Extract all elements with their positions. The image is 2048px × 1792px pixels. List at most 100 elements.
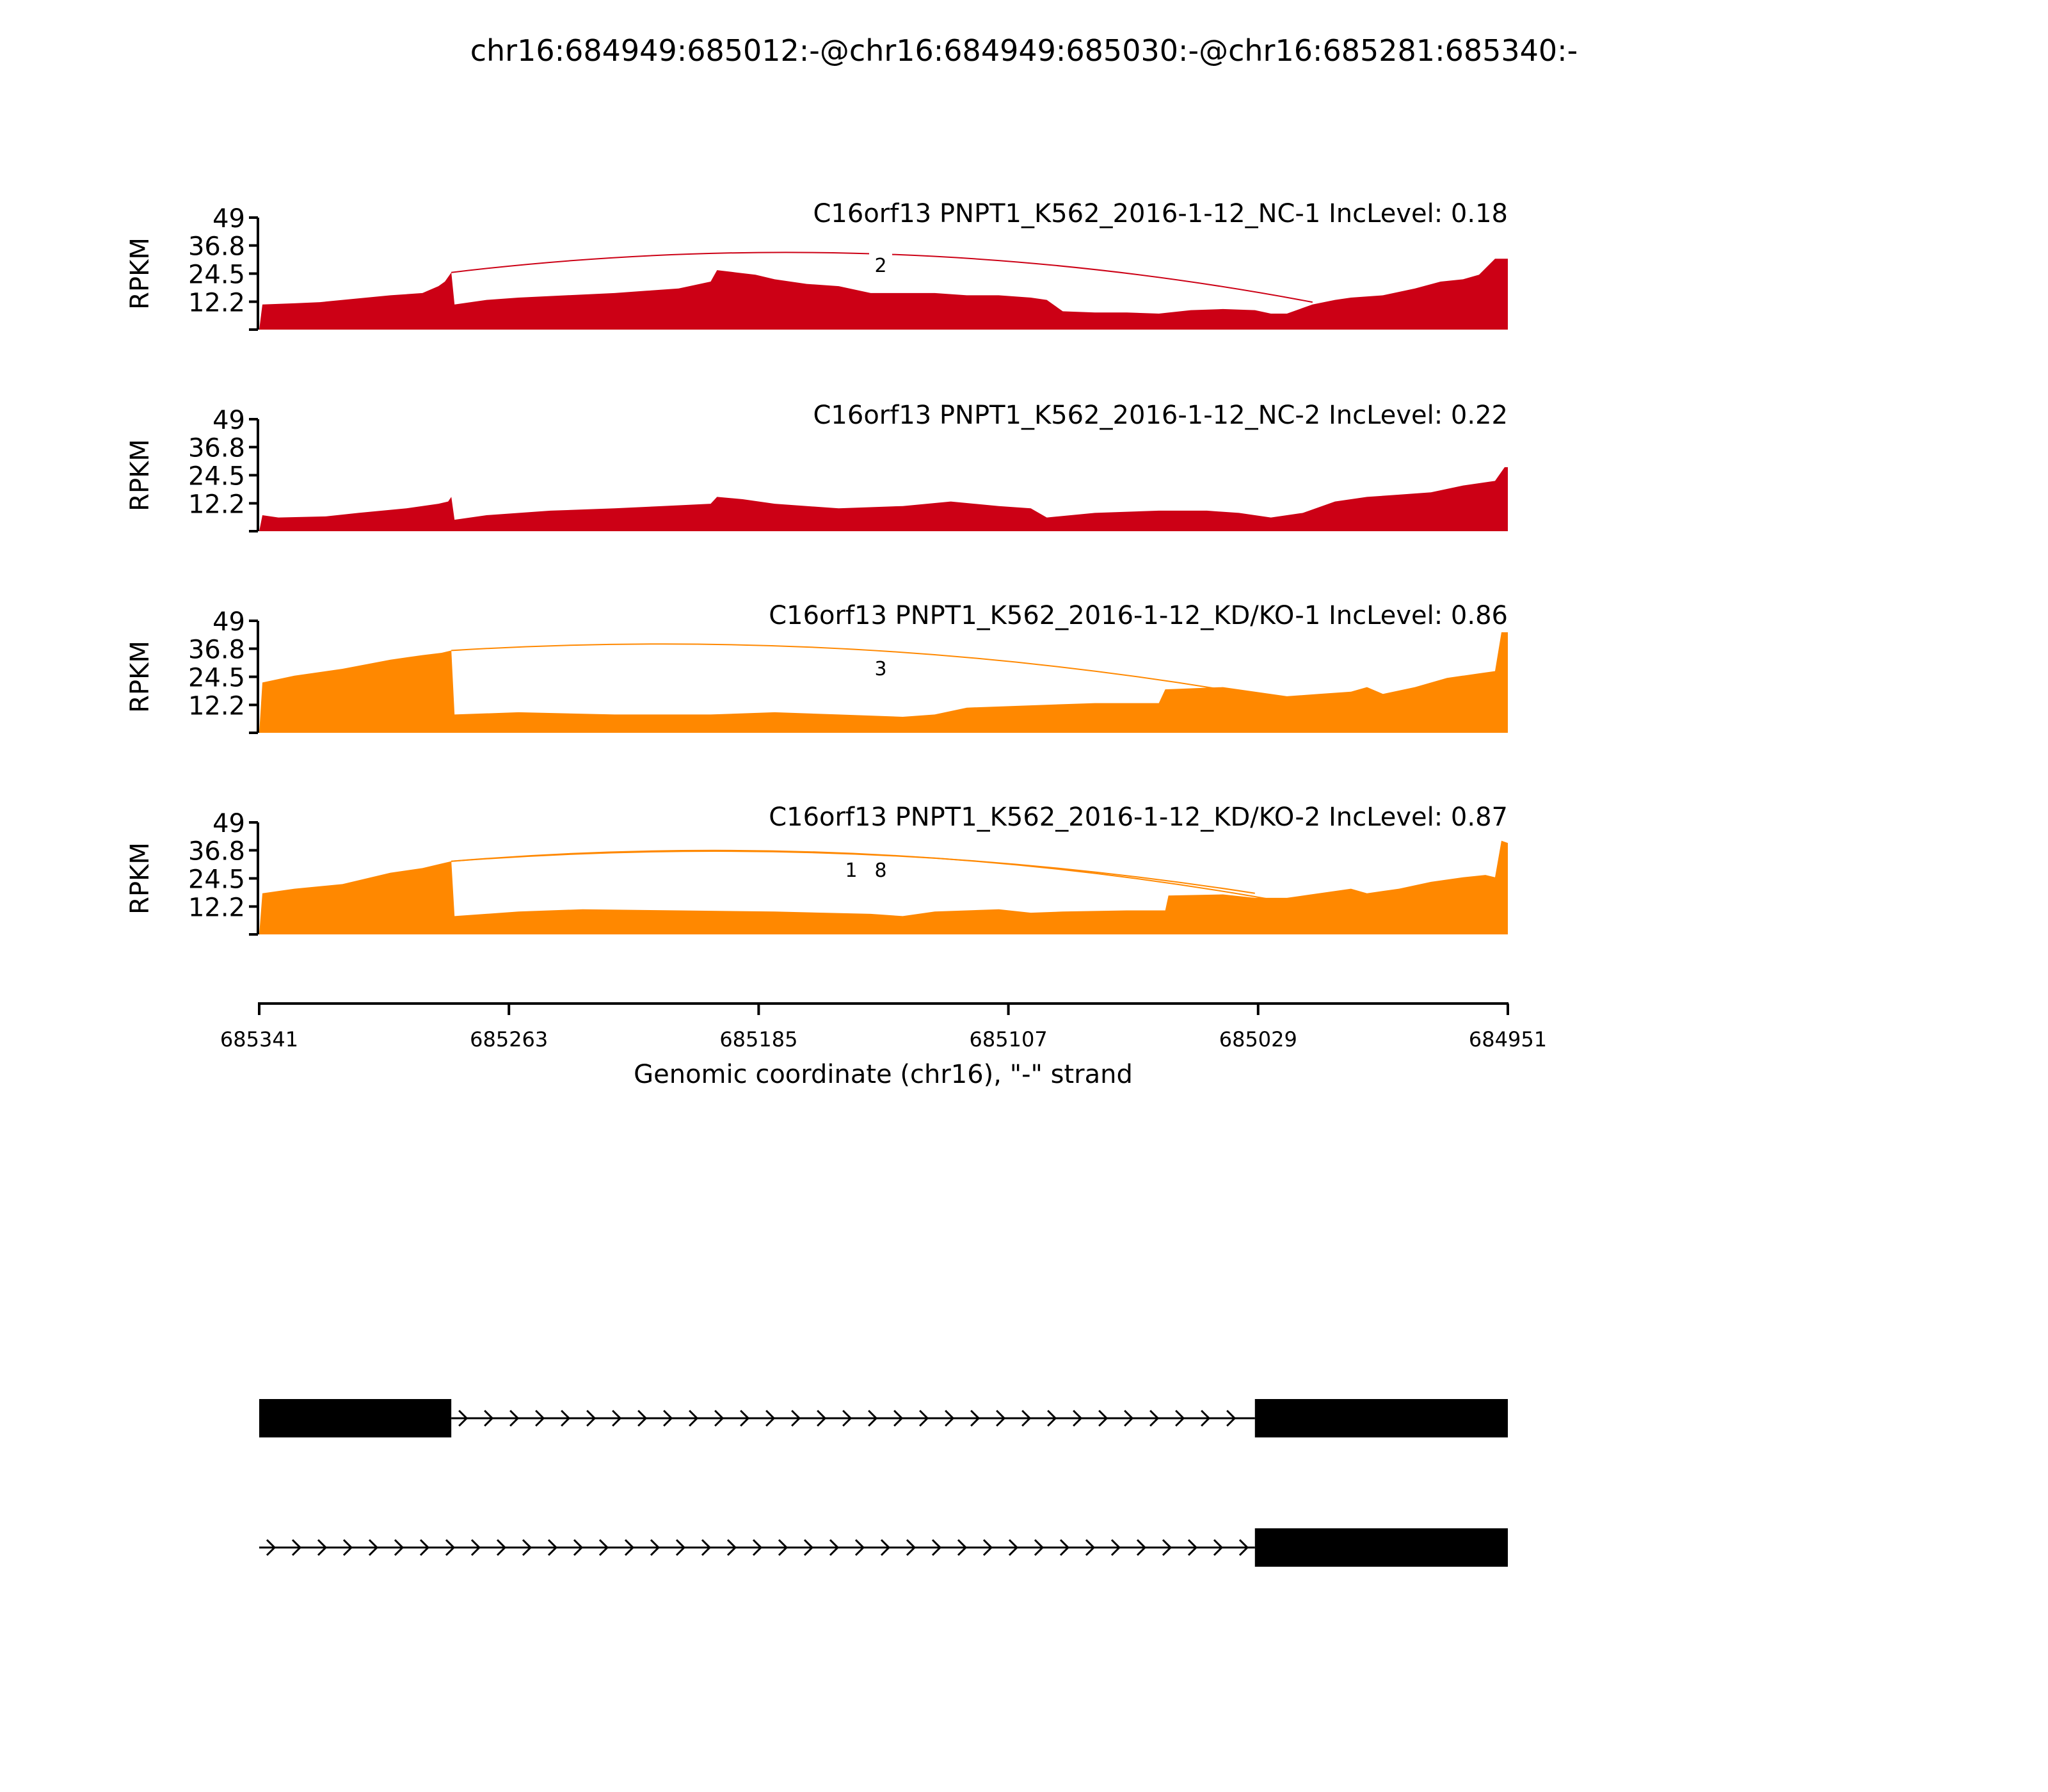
y-tick-label: 36.8	[188, 232, 245, 262]
chart-title: chr16:684949:685012:-@chr16:684949:68503…	[470, 33, 1578, 68]
strand-chevron	[291, 1539, 302, 1556]
junction-count-label: 1	[845, 860, 857, 882]
strand-chevron	[996, 1409, 1006, 1427]
track-label: C16orf13 PNPT1_K562_2016-1-12_NC-1 IncLe…	[813, 199, 1508, 228]
strand-chevron	[522, 1539, 532, 1556]
strand-chevron	[842, 1409, 852, 1427]
strand-chevron	[957, 1539, 968, 1556]
y-tick-label: 24.5	[188, 462, 245, 492]
x-tick-label: 685029	[1219, 1027, 1297, 1052]
transcript-1	[259, 1399, 1508, 1437]
strand-chevron	[1021, 1409, 1032, 1427]
strand-chevron	[1047, 1409, 1057, 1427]
transcript-2	[259, 1528, 1508, 1567]
strand-chevron	[1124, 1409, 1134, 1427]
strand-chevron	[445, 1539, 456, 1556]
track-nc-1: C16orf13 PNPT1_K562_2016-1-12_NC-1 IncLe…	[813, 199, 1508, 228]
y-tick-label: 49	[212, 607, 245, 637]
strand-chevron	[1098, 1409, 1108, 1427]
x-axis: Genomic coordinate (chr16), "-" strand	[258, 1002, 1508, 1089]
strand-chevron	[266, 1539, 276, 1556]
strand-chevron	[1162, 1539, 1172, 1556]
strand-chevron	[573, 1539, 584, 1556]
track-label: C16orf13 PNPT1_K562_2016-1-12_KD/KO-2 In…	[769, 803, 1508, 832]
x-tick-label: 685263	[470, 1027, 548, 1052]
strand-chevron	[752, 1539, 763, 1556]
strand-chevron	[919, 1409, 929, 1427]
strand-chevron	[689, 1409, 699, 1427]
strand-chevron	[982, 1539, 993, 1556]
strand-chevron	[547, 1539, 558, 1556]
strand-chevron	[650, 1539, 660, 1556]
strand-chevron	[509, 1409, 520, 1427]
strand-chevron	[817, 1409, 827, 1427]
strand-chevron	[906, 1539, 916, 1556]
x-axis-ticks: 685341 685263 685185 685107 685029 684951	[220, 1004, 1547, 1052]
strand-chevron	[624, 1539, 635, 1556]
strand-chevron	[561, 1409, 571, 1427]
junction-label-bg	[869, 858, 892, 882]
strand-chevron	[1201, 1409, 1211, 1427]
strand-chevron	[829, 1539, 840, 1556]
strand-chevron	[317, 1539, 328, 1556]
strand-chevron	[535, 1409, 545, 1427]
exon-block	[1254, 1399, 1508, 1437]
strand-chevron	[1110, 1539, 1121, 1556]
strand-chevron	[663, 1409, 673, 1427]
strand-chevron	[1175, 1409, 1185, 1427]
strand-chevron	[470, 1539, 481, 1556]
y-tick-label: 24.5	[188, 865, 245, 895]
strand-chevron	[586, 1409, 596, 1427]
exon-block	[1254, 1528, 1508, 1567]
strand-chevron	[368, 1539, 379, 1556]
junction-arc	[451, 851, 1255, 894]
exon-block	[259, 1399, 452, 1437]
strand-chevron	[637, 1409, 648, 1427]
strand-chevron	[1187, 1539, 1198, 1556]
strand-chevron	[803, 1539, 814, 1556]
coverage-area	[259, 632, 1508, 733]
strand-chevron	[714, 1409, 724, 1427]
strand-chevron	[598, 1539, 609, 1556]
junction-label-bg	[840, 858, 863, 882]
strand-chevron	[394, 1539, 404, 1556]
junction-label-bg	[869, 253, 892, 277]
strand-chevron	[893, 1409, 904, 1427]
y-tick-label: 49	[212, 204, 245, 234]
strand-chevron	[419, 1539, 430, 1556]
strand-chevron	[701, 1539, 712, 1556]
x-tick-label: 685107	[970, 1027, 1048, 1052]
y-tick-label: 49	[212, 809, 245, 838]
strand-chevron	[868, 1409, 878, 1427]
strand-chevron	[1059, 1539, 1070, 1556]
y-tick-label: 12.2	[188, 691, 245, 721]
junction-count-label: 2	[874, 255, 886, 277]
strand-chevron	[1136, 1539, 1147, 1556]
strand-chevron	[778, 1539, 788, 1556]
strand-chevron	[1073, 1409, 1083, 1427]
track-kd-ko-1: C16orf13 PNPT1_K562_2016-1-12_KD/KO-1 In…	[769, 601, 1508, 630]
strand-chevron	[1008, 1539, 1019, 1556]
y-axis-label: RPKM	[125, 641, 155, 713]
strand-chevron	[1213, 1539, 1224, 1556]
junction-count-label: 3	[874, 658, 886, 680]
strand-chevron	[1085, 1539, 1096, 1556]
x-tick-label: 684951	[1469, 1027, 1547, 1052]
strand-chevron	[740, 1409, 750, 1427]
x-axis-label: Genomic coordinate (chr16), "-" strand	[634, 1060, 1133, 1089]
track-label: C16orf13 PNPT1_K562_2016-1-12_NC-2 IncLe…	[813, 401, 1508, 430]
y-axis-label: RPKM	[125, 237, 155, 310]
y-tick-label: 12.2	[188, 490, 245, 519]
strand-chevron	[484, 1409, 494, 1427]
y-tick-label: 49	[212, 406, 245, 435]
x-tick-label: 685341	[220, 1027, 298, 1052]
strand-chevron	[726, 1539, 737, 1556]
x-tick-label: 685185	[719, 1027, 797, 1052]
track-label: C16orf13 PNPT1_K562_2016-1-12_KD/KO-1 In…	[769, 601, 1508, 630]
y-axis-label: RPKM	[125, 439, 155, 511]
strand-chevron	[1238, 1539, 1249, 1556]
y-tick-label: 12.2	[188, 893, 245, 922]
